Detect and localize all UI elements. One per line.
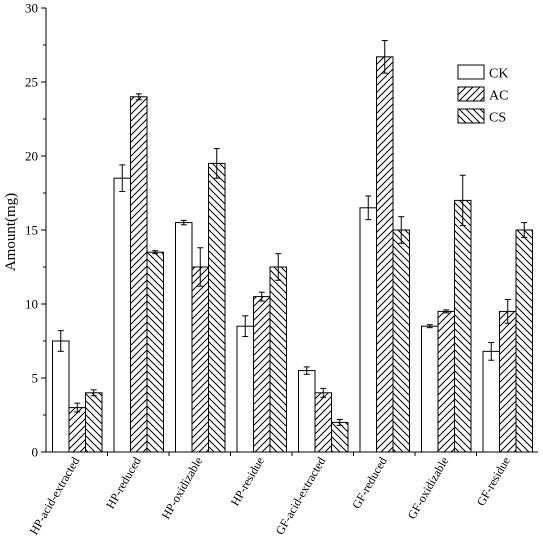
y-tick-label: 20 <box>25 149 38 164</box>
error-bar <box>443 309 450 314</box>
bar-ck <box>359 207 377 453</box>
error-bar <box>135 93 142 101</box>
bar-cs <box>515 229 533 453</box>
error-bar <box>320 387 327 398</box>
bars-group <box>52 40 533 453</box>
bar-ck <box>421 325 439 453</box>
bar-ac <box>68 407 86 453</box>
legend-label-ac: AC <box>489 89 508 104</box>
error-bar <box>90 389 97 397</box>
bar-ac <box>437 310 455 453</box>
error-bar <box>180 219 187 226</box>
x-category-label: HP-reduced <box>103 455 144 512</box>
y-tick-label: 0 <box>32 445 39 460</box>
y-axis-title: Amount(mg) <box>3 193 19 271</box>
y-tick-label: 15 <box>25 223 38 238</box>
y-tick-label: 30 <box>25 1 38 16</box>
legend-swatch-ac <box>457 86 485 102</box>
bar-ac <box>191 266 209 453</box>
x-category-label: HP-acid-extracted <box>27 455 83 538</box>
error-bar <box>521 222 528 238</box>
bar-ck <box>175 222 193 453</box>
error-bar <box>365 195 372 221</box>
bar-ac <box>376 56 394 453</box>
bar-cs <box>331 421 349 453</box>
x-category-label: GF-residue <box>474 455 513 509</box>
bar-ck <box>482 350 500 453</box>
error-bar <box>275 253 282 281</box>
error-bar <box>459 174 466 227</box>
error-bar <box>197 247 204 287</box>
y-tick-label: 10 <box>25 297 38 312</box>
error-bar <box>74 402 81 413</box>
error-bar <box>152 250 159 255</box>
error-bar <box>488 341 495 361</box>
error-bar <box>426 324 433 329</box>
bar-ac <box>253 296 271 453</box>
x-category-label: GF-reduced <box>349 455 390 512</box>
x-category-label: GF-acid-extracted <box>273 455 329 538</box>
y-tick-label: 25 <box>25 75 38 90</box>
bar-cs <box>208 162 226 453</box>
legend: CK AC CS <box>456 61 532 129</box>
legend-swatch-cs <box>457 108 485 124</box>
error-bar <box>242 315 249 338</box>
error-bar <box>303 366 310 375</box>
error-bar <box>258 291 265 302</box>
error-bar <box>504 299 511 324</box>
bar-ck <box>236 325 254 453</box>
bar-ck <box>298 370 316 453</box>
bar-ac <box>314 392 332 453</box>
bar-cs <box>269 266 287 453</box>
bar-cs <box>454 199 472 453</box>
x-category-label: HP-residue <box>228 455 267 509</box>
legend-label-cs: CS <box>489 111 506 126</box>
bar-cs <box>392 229 410 453</box>
bar-cs <box>146 251 164 453</box>
error-bar <box>398 216 405 244</box>
error-bar <box>119 164 126 193</box>
error-bar <box>213 148 220 179</box>
x-axis: HP-acid-extracted HP-reduced HP-oxidizable… <box>27 451 538 538</box>
bar-ac <box>130 96 148 453</box>
y-tick-label: 5 <box>32 371 39 386</box>
bar-ac <box>499 310 517 453</box>
legend-label-ck: CK <box>489 67 508 82</box>
y-axis: 0 5 10 15 20 25 30 <box>25 1 47 460</box>
bar-ck <box>52 340 70 453</box>
x-category-label: GF-oxidizable <box>405 455 452 522</box>
x-category-label: HP-oxidizable <box>159 455 206 522</box>
legend-swatch-ck <box>457 64 485 80</box>
error-bar <box>381 40 388 74</box>
bar-ck <box>113 177 131 453</box>
error-bar <box>57 330 64 352</box>
bar-cs <box>85 392 103 453</box>
error-bar <box>336 418 343 426</box>
